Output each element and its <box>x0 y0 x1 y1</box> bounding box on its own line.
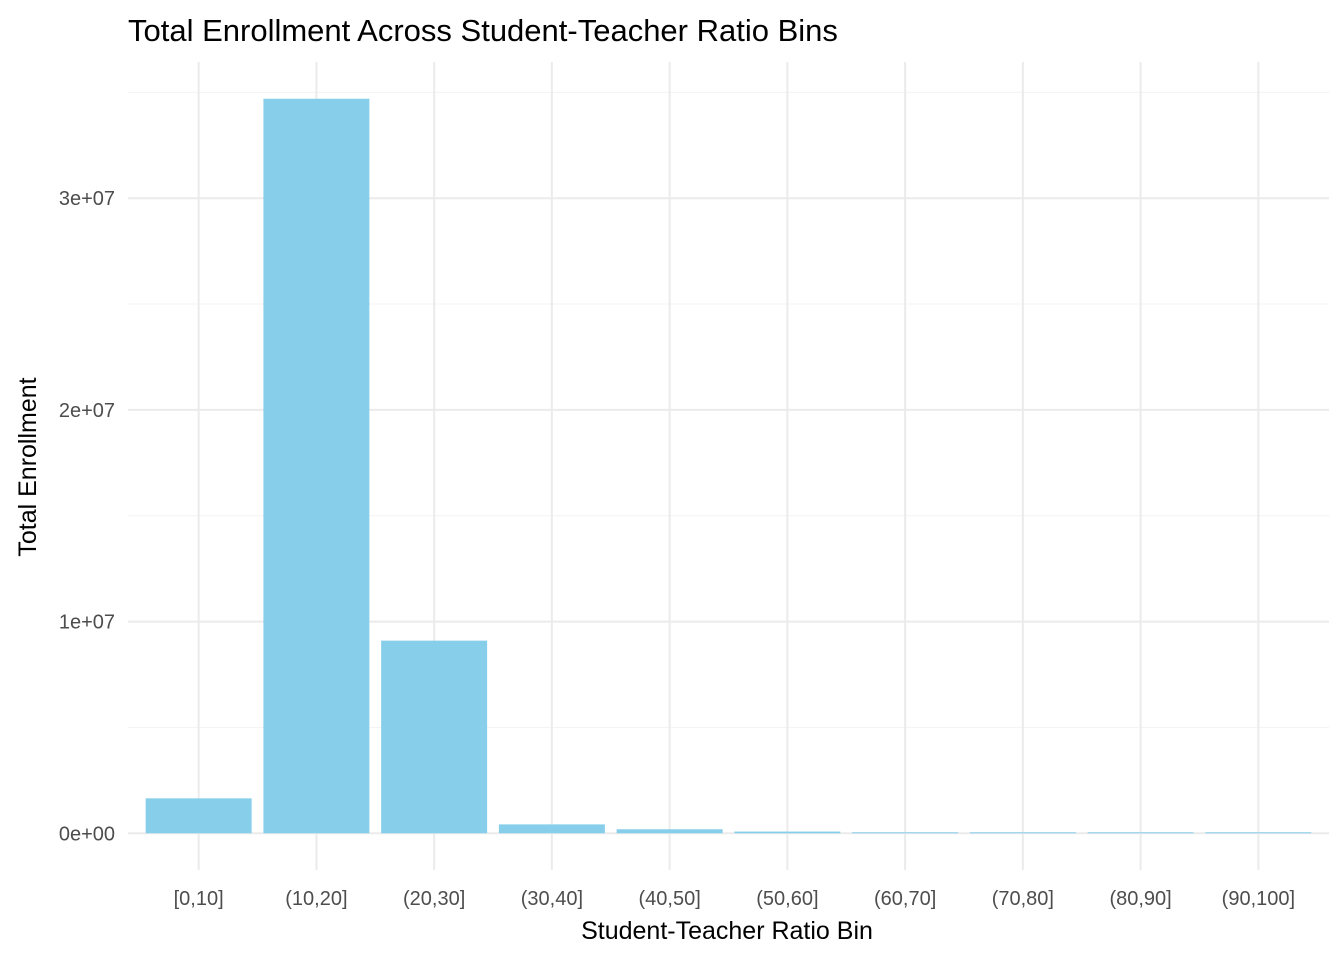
bar-(80,90] <box>1087 832 1194 834</box>
y-tick-label: 1e+07 <box>59 612 115 634</box>
bar-(40,50] <box>616 829 723 834</box>
x-tick-label: (10,20] <box>285 888 347 910</box>
x-axis-title: Student-Teacher Ratio Bin <box>581 917 873 945</box>
bar-(10,20] <box>263 98 370 834</box>
x-tick-label: (60,70] <box>874 888 936 910</box>
x-tick-label: (20,30] <box>403 888 465 910</box>
x-tick-label: (80,90] <box>1109 888 1171 910</box>
bar-[0,10] <box>145 798 252 834</box>
bar-(50,60] <box>734 831 841 834</box>
x-tick-label: (40,50] <box>638 888 700 910</box>
y-axis-title: Total Enrollment <box>14 377 42 556</box>
x-tick-label: [0,10] <box>174 888 224 910</box>
y-tick-label: 2e+07 <box>59 400 115 422</box>
y-tick-label: 3e+07 <box>59 188 115 210</box>
x-tick-label: (50,60] <box>756 888 818 910</box>
bar-(70,80] <box>969 832 1076 834</box>
bar-(30,40] <box>498 824 605 834</box>
bars <box>145 98 1312 834</box>
y-axis-tick-labels: 0e+00 1e+07 2e+07 3e+07 <box>59 188 115 845</box>
x-tick-label: (30,40] <box>521 888 583 910</box>
bar-(90,100] <box>1205 832 1312 834</box>
bar-(20,30] <box>381 640 488 834</box>
x-tick-label: (70,80] <box>992 888 1054 910</box>
y-tick-label: 0e+00 <box>59 823 115 845</box>
chart-title: Total Enrollment Across Student-Teacher … <box>128 13 838 48</box>
bar-(60,70] <box>852 832 959 834</box>
x-tick-label: (90,100] <box>1222 888 1295 910</box>
x-axis-tick-labels: [0,10] (10,20] (20,30] (30,40] (40,50] (50,60… <box>174 888 1295 910</box>
